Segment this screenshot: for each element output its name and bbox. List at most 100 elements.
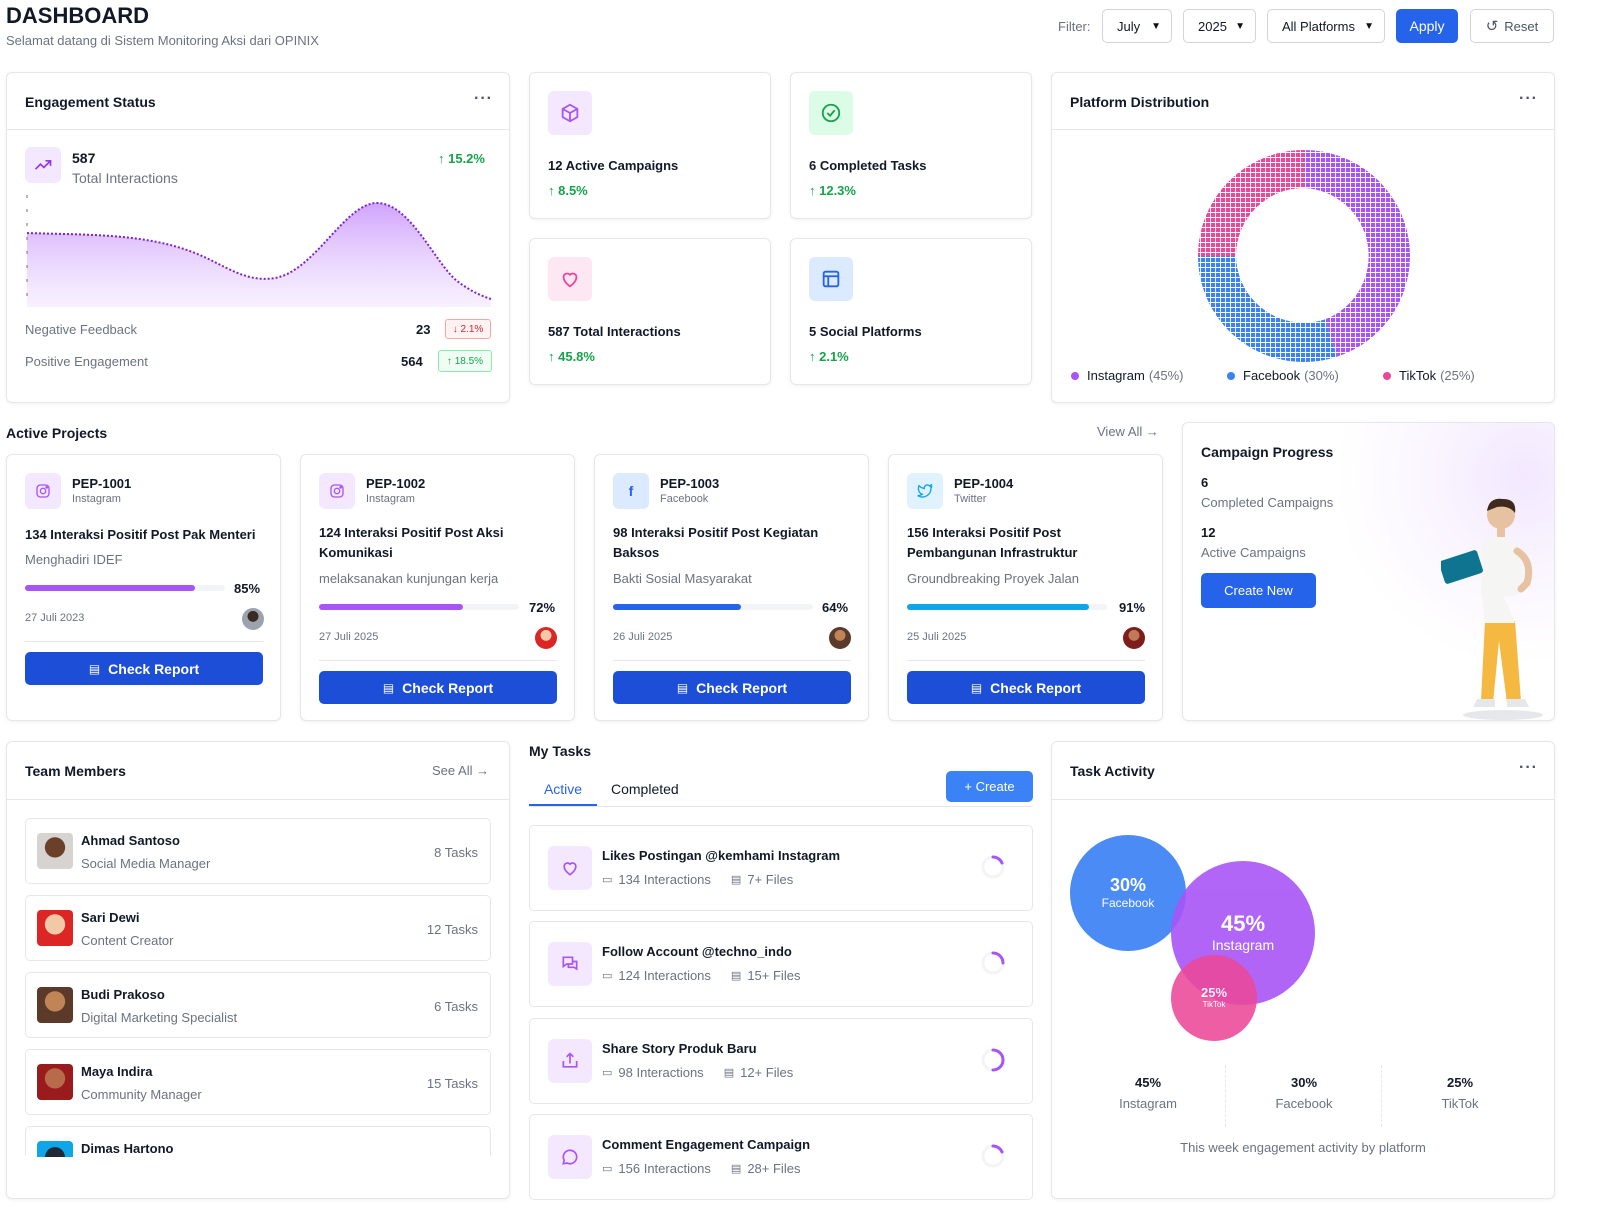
- file-icon: ▤: [730, 1163, 742, 1175]
- check-report-label: Check Report: [696, 679, 788, 696]
- engagement-title: Engagement Status: [25, 94, 156, 110]
- stat-card-social-platforms[interactable]: 5 Social Platforms ↑ 2.1%: [790, 238, 1032, 385]
- stat-card-total-interactions[interactable]: 587 Total Interactions ↑ 45.8%: [529, 238, 771, 385]
- project-platform: Twitter: [954, 493, 987, 505]
- project-date: 25 Juli 2025: [907, 631, 967, 643]
- tab-completed[interactable]: Completed: [611, 781, 679, 797]
- project-desc: melaksanakan kunjungan kerja: [319, 571, 499, 586]
- member-tasks: 6 Tasks: [434, 999, 478, 1014]
- project-progress-fill: [25, 585, 195, 591]
- project-desc: Menghadiri IDEF: [25, 552, 123, 567]
- project-card: f PEP-1003 Facebook 98 Interaksi Positif…: [594, 454, 869, 721]
- member-name: Sari Dewi: [81, 910, 140, 925]
- avatar: [37, 987, 73, 1023]
- task-item[interactable]: Likes Postingan @kemhami Instagram ▭ 134…: [529, 825, 1033, 911]
- project-progress-track: [25, 585, 225, 591]
- tab-active[interactable]: Active: [529, 776, 597, 806]
- legend-facebook: Facebook (30%): [1227, 368, 1339, 383]
- stat-change: ↑ 8.5%: [548, 183, 588, 198]
- member-name: Dimas Hartono: [81, 1141, 174, 1156]
- bubble-pct: 25%: [1200, 985, 1228, 1000]
- check-report-button[interactable]: ▤ Check Report: [907, 671, 1145, 704]
- member-name: Maya Indira: [81, 1064, 153, 1079]
- check-report-button[interactable]: ▤ Check Report: [25, 652, 263, 685]
- task-item[interactable]: Follow Account @techno_indo ▭ 124 Intera…: [529, 921, 1033, 1007]
- page-title: DASHBOARD: [6, 3, 149, 28]
- project-title: 134 Interaksi Positif Post Pak Menteri: [25, 527, 256, 542]
- stat-pct: 25%: [1446, 1075, 1474, 1090]
- task-title: Likes Postingan @kemhami Instagram: [602, 848, 841, 863]
- avatar: [37, 1141, 73, 1157]
- team-member-row[interactable]: Dimas Hartono: [25, 1126, 491, 1157]
- member-tasks: 8 Tasks: [434, 845, 478, 860]
- task-item[interactable]: Comment Engagement Campaign ▭ 156 Intera…: [529, 1114, 1033, 1200]
- stat-card-active-campaigns[interactable]: 12 Active Campaigns ↑ 8.5%: [529, 72, 771, 219]
- instagram-icon: [319, 473, 355, 509]
- project-platform: Instagram: [366, 493, 415, 505]
- legend-name: Instagram: [1087, 368, 1145, 383]
- project-progress-fill: [613, 604, 741, 610]
- project-date: 27 Juli 2023: [25, 612, 85, 624]
- platform-distribution-title: Platform Distribution: [1070, 94, 1210, 110]
- negative-feedback-value: 23: [416, 322, 431, 337]
- team-member-row[interactable]: Budi Prakoso Digital Marketing Specialis…: [25, 972, 491, 1038]
- team-member-row[interactable]: Maya Indira Community Manager 15 Tasks: [25, 1049, 491, 1115]
- campaign-progress-card: Campaign Progress 6 Completed Campaigns …: [1182, 422, 1555, 721]
- view-all-link[interactable]: View All →: [1097, 424, 1159, 439]
- month-select[interactable]: July ▼: [1102, 9, 1172, 43]
- team-member-row[interactable]: Sari Dewi Content Creator 12 Tasks: [25, 895, 491, 961]
- check-report-label: Check Report: [990, 679, 1082, 696]
- cube-icon: [548, 91, 592, 135]
- divider: [1052, 799, 1554, 800]
- create-task-button[interactable]: + Create: [946, 771, 1033, 802]
- bubble-name: Facebook: [1101, 896, 1155, 910]
- stat-change: ↑ 45.8%: [548, 349, 595, 364]
- platform-select[interactable]: All Platforms ▼: [1267, 9, 1385, 43]
- month-select-value: July: [1117, 18, 1141, 34]
- year-select[interactable]: 2025 ▼: [1183, 9, 1256, 43]
- total-interactions-value: 587: [72, 150, 96, 166]
- team-member-row[interactable]: Ahmad Santoso Social Media Manager 8 Tas…: [25, 818, 491, 884]
- check-report-button[interactable]: ▤ Check Report: [319, 671, 557, 704]
- more-options-icon[interactable]: ···: [1519, 90, 1538, 107]
- create-new-button[interactable]: Create New: [1201, 573, 1316, 608]
- task-meta: ▭ 98 Interactions ▤ 12+ Files: [602, 1065, 793, 1080]
- project-title: 156 Interaksi Positif Post Pembangunan I…: [907, 525, 1078, 560]
- negative-feedback-badge: ↓ 2.1%: [445, 319, 491, 339]
- project-pct: 72%: [529, 600, 556, 615]
- stat-label: 12 Active Campaigns: [548, 158, 679, 173]
- message-icon: ▭: [602, 874, 613, 886]
- completed-campaigns-value: 6: [1201, 475, 1209, 490]
- document-icon: ▤: [382, 680, 395, 695]
- stat-name: Instagram: [1119, 1096, 1177, 1111]
- project-date: 26 Juli 2025: [613, 631, 673, 643]
- progress-ring-icon: [981, 855, 1005, 879]
- reset-button[interactable]: ↺ Reset: [1470, 9, 1554, 43]
- project-progress-track: [907, 604, 1107, 610]
- divider: [7, 129, 509, 130]
- bubble-pct: 30%: [1109, 875, 1147, 895]
- project-card: PEP-1001 Instagram 134 Interaksi Positif…: [6, 454, 281, 721]
- task-activity-title: Task Activity: [1070, 763, 1155, 779]
- task-interactions: 156 Interactions: [618, 1161, 711, 1176]
- divider: [529, 806, 1033, 807]
- see-all-link[interactable]: See All →: [432, 763, 490, 778]
- total-interactions-change: ↑ 15.2%: [438, 151, 485, 166]
- file-icon: ▤: [730, 874, 742, 886]
- stat-label: 6 Completed Tasks: [809, 158, 927, 173]
- facebook-glyph: f: [628, 483, 634, 499]
- project-platform: Facebook: [660, 493, 709, 505]
- legend-pct: (30%): [1304, 368, 1339, 383]
- apply-button[interactable]: Apply: [1396, 9, 1458, 43]
- more-options-icon[interactable]: ···: [1519, 759, 1538, 776]
- member-tasks: 12 Tasks: [426, 922, 478, 937]
- divider: [1052, 129, 1554, 130]
- stat-card-completed-tasks[interactable]: 6 Completed Tasks ↑ 12.3%: [790, 72, 1032, 219]
- more-options-icon[interactable]: ···: [474, 90, 493, 107]
- divider: [25, 641, 263, 642]
- task-item[interactable]: Share Story Produk Baru ▭ 98 Interaction…: [529, 1018, 1033, 1104]
- project-code: PEP-1002: [366, 476, 426, 491]
- progress-ring-icon: [981, 1048, 1005, 1072]
- check-report-button[interactable]: ▤ Check Report: [613, 671, 851, 704]
- project-desc: Groundbreaking Proyek Jalan: [907, 571, 1079, 586]
